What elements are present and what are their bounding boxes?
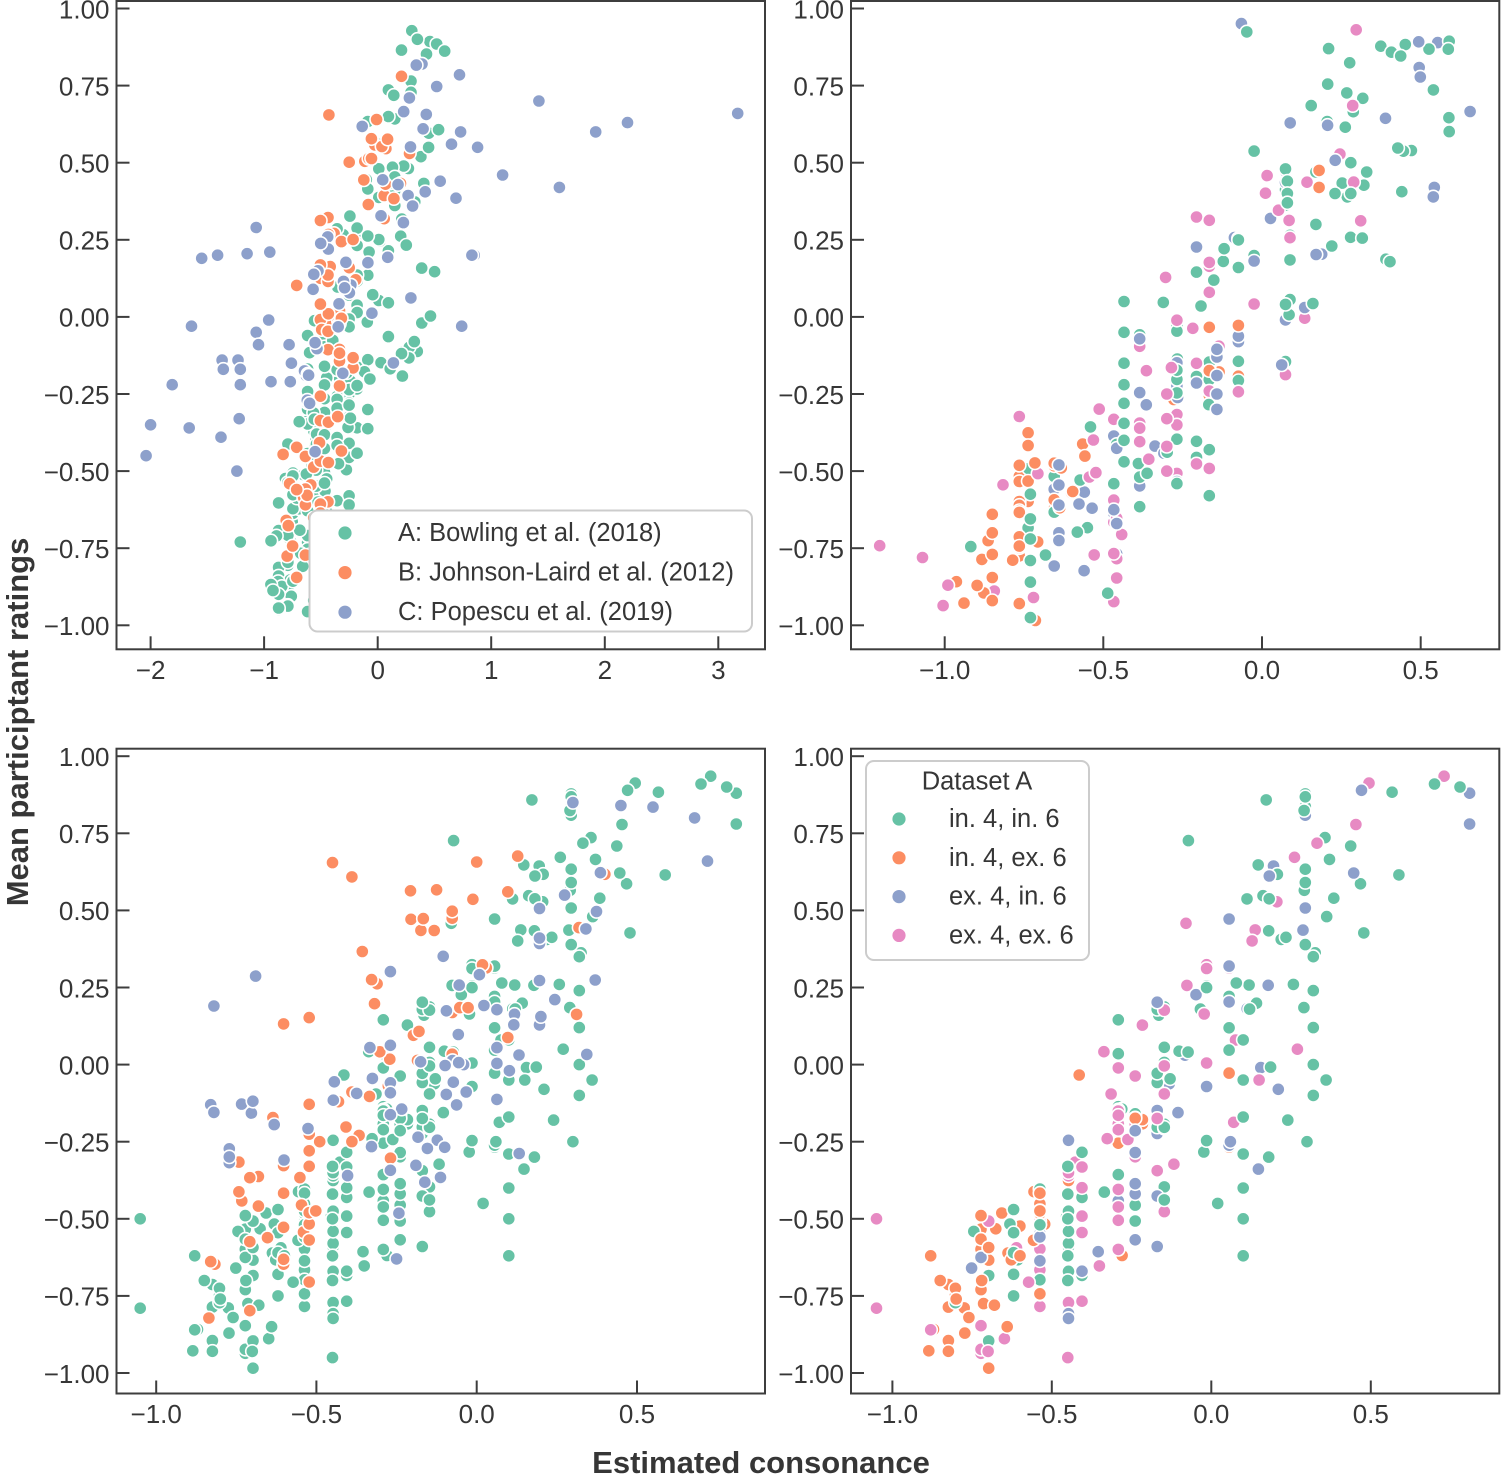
svg-text:0.50: 0.50 [59, 149, 110, 179]
svg-text:0.75: 0.75 [793, 819, 844, 849]
svg-text:in. 4, ex. 6: in. 4, ex. 6 [949, 844, 1067, 872]
svg-text:−0.75: −0.75 [778, 534, 844, 564]
svg-text:1.00: 1.00 [793, 742, 844, 772]
svg-text:−0.50: −0.50 [778, 457, 844, 487]
svg-text:0.0: 0.0 [459, 1399, 495, 1429]
svg-text:−1: −1 [249, 655, 279, 685]
svg-text:−0.5: −0.5 [291, 1399, 342, 1429]
svg-text:−1.00: −1.00 [44, 611, 110, 641]
svg-text:−0.75: −0.75 [44, 534, 110, 564]
svg-text:B: Johnson-Laird et al. (2012): B: Johnson-Laird et al. (2012) [398, 559, 734, 587]
svg-text:1.00: 1.00 [793, 0, 844, 24]
svg-text:0.25: 0.25 [793, 226, 844, 256]
svg-text:−1.0: −1.0 [131, 1399, 182, 1429]
svg-text:1.00: 1.00 [59, 0, 110, 24]
svg-text:−0.50: −0.50 [44, 457, 110, 487]
svg-text:A: Bowling et al. (2018): A: Bowling et al. (2018) [398, 519, 662, 547]
svg-text:0.00: 0.00 [59, 303, 110, 333]
svg-text:−1.0: −1.0 [919, 655, 970, 685]
svg-text:−0.25: −0.25 [778, 380, 844, 410]
svg-text:2: 2 [598, 655, 612, 685]
svg-text:0.5: 0.5 [1403, 655, 1439, 685]
svg-text:0.75: 0.75 [59, 71, 110, 101]
svg-text:0.00: 0.00 [59, 1050, 110, 1080]
svg-text:1.00: 1.00 [59, 742, 110, 772]
svg-text:−1.00: −1.00 [44, 1359, 110, 1389]
svg-text:−0.5: −0.5 [1078, 655, 1129, 685]
svg-text:0.00: 0.00 [793, 1050, 844, 1080]
svg-text:−1.00: −1.00 [778, 611, 844, 641]
svg-text:−1.00: −1.00 [778, 1359, 844, 1389]
svg-text:Dataset A: Dataset A [922, 768, 1033, 796]
svg-text:0.00: 0.00 [793, 303, 844, 333]
svg-text:C: Popescu et al. (2019): C: Popescu et al. (2019) [398, 598, 673, 626]
svg-text:1: 1 [484, 655, 498, 685]
svg-text:ex. 4, in. 6: ex. 4, in. 6 [949, 883, 1067, 911]
svg-text:−0.75: −0.75 [778, 1282, 844, 1312]
svg-text:Estimated consonance: Estimated consonance [592, 1445, 930, 1477]
svg-text:0.25: 0.25 [59, 226, 110, 256]
svg-text:0.5: 0.5 [619, 1399, 655, 1429]
svg-text:−2: −2 [136, 655, 166, 685]
svg-text:0.0: 0.0 [1244, 655, 1280, 685]
svg-text:0.25: 0.25 [59, 973, 110, 1003]
svg-text:0.50: 0.50 [793, 149, 844, 179]
svg-text:−0.50: −0.50 [778, 1205, 844, 1235]
svg-text:0.0: 0.0 [1193, 1399, 1229, 1429]
svg-text:0.5: 0.5 [1353, 1399, 1389, 1429]
svg-text:−0.5: −0.5 [1026, 1399, 1077, 1429]
svg-text:0.25: 0.25 [793, 973, 844, 1003]
svg-text:0.75: 0.75 [793, 71, 844, 101]
svg-text:0.75: 0.75 [59, 819, 110, 849]
svg-text:−0.25: −0.25 [44, 1128, 110, 1158]
svg-text:−0.25: −0.25 [44, 380, 110, 410]
svg-text:Mean participtant ratings: Mean participtant ratings [0, 538, 35, 907]
svg-text:−0.50: −0.50 [44, 1205, 110, 1235]
svg-text:3: 3 [711, 655, 725, 685]
svg-text:0.50: 0.50 [793, 896, 844, 926]
svg-text:−0.75: −0.75 [44, 1282, 110, 1312]
svg-text:0: 0 [370, 655, 384, 685]
svg-text:in. 4, in. 6: in. 4, in. 6 [949, 805, 1060, 833]
svg-text:−1.0: −1.0 [867, 1399, 918, 1429]
svg-text:0.50: 0.50 [59, 896, 110, 926]
svg-text:ex. 4, ex. 6: ex. 4, ex. 6 [949, 921, 1074, 949]
svg-text:−0.25: −0.25 [778, 1128, 844, 1158]
